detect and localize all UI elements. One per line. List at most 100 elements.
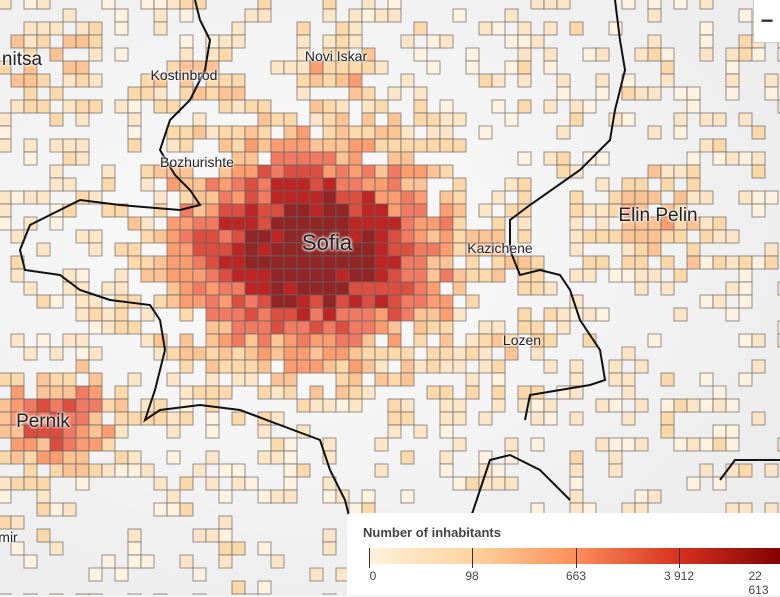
- population-cell[interactable]: [608, 398, 623, 413]
- population-cell[interactable]: [751, 255, 766, 270]
- population-cell[interactable]: [634, 437, 649, 452]
- population-cell[interactable]: [205, 190, 220, 205]
- population-cell[interactable]: [309, 294, 324, 309]
- population-cell[interactable]: [374, 8, 389, 23]
- population-cell[interactable]: [257, 320, 272, 335]
- population-cell[interactable]: [374, 190, 389, 205]
- population-cell[interactable]: [543, 398, 558, 413]
- population-cell[interactable]: [218, 229, 233, 244]
- population-cell[interactable]: [36, 294, 51, 309]
- population-cell[interactable]: [49, 385, 64, 400]
- population-cell[interactable]: [569, 99, 584, 114]
- population-cell[interactable]: [348, 294, 363, 309]
- population-cell[interactable]: [634, 242, 649, 257]
- population-cell[interactable]: [517, 177, 532, 192]
- population-cell[interactable]: [49, 47, 64, 62]
- population-cell[interactable]: [309, 73, 324, 88]
- population-cell[interactable]: [738, 333, 753, 348]
- population-cell[interactable]: [179, 125, 194, 140]
- population-cell[interactable]: [439, 203, 454, 218]
- population-cell[interactable]: [348, 372, 363, 387]
- population-cell[interactable]: [270, 346, 285, 361]
- population-cell[interactable]: [777, 99, 780, 114]
- population-cell[interactable]: [686, 398, 701, 413]
- population-cell[interactable]: [647, 268, 662, 283]
- population-cell[interactable]: [244, 359, 259, 374]
- population-cell[interactable]: [647, 489, 662, 504]
- population-cell[interactable]: [322, 489, 337, 504]
- population-cell[interactable]: [582, 307, 597, 322]
- population-cell[interactable]: [322, 151, 337, 166]
- population-cell[interactable]: [0, 450, 12, 465]
- population-cell[interactable]: [426, 164, 441, 179]
- population-cell[interactable]: [257, 8, 272, 23]
- population-cell[interactable]: [296, 268, 311, 283]
- population-cell[interactable]: [413, 138, 428, 153]
- population-cell[interactable]: [621, 229, 636, 244]
- population-cell[interactable]: [400, 281, 415, 296]
- population-cell[interactable]: [296, 125, 311, 140]
- population-cell[interactable]: [569, 21, 584, 36]
- population-cell[interactable]: [660, 398, 675, 413]
- population-cell[interactable]: [257, 0, 272, 10]
- population-cell[interactable]: [387, 112, 402, 127]
- population-cell[interactable]: [387, 203, 402, 218]
- population-cell[interactable]: [23, 0, 38, 10]
- population-cell[interactable]: [556, 151, 571, 166]
- population-cell[interactable]: [62, 463, 77, 478]
- population-cell[interactable]: [374, 281, 389, 296]
- population-cell[interactable]: [387, 268, 402, 283]
- population-cell[interactable]: [283, 346, 298, 361]
- population-cell[interactable]: [569, 216, 584, 231]
- population-cell[interactable]: [439, 346, 454, 361]
- population-cell[interactable]: [335, 216, 350, 231]
- population-cell[interactable]: [153, 203, 168, 218]
- population-cell[interactable]: [426, 138, 441, 153]
- population-cell[interactable]: [140, 333, 155, 348]
- population-cell[interactable]: [387, 190, 402, 205]
- population-cell[interactable]: [322, 99, 337, 114]
- population-cell[interactable]: [361, 255, 376, 270]
- population-cell[interactable]: [140, 398, 155, 413]
- population-cell[interactable]: [49, 372, 64, 387]
- population-cell[interactable]: [400, 34, 415, 49]
- population-cell[interactable]: [686, 476, 701, 491]
- population-cell[interactable]: [517, 34, 532, 49]
- population-cell[interactable]: [647, 0, 662, 10]
- population-cell[interactable]: [374, 229, 389, 244]
- population-cell[interactable]: [257, 268, 272, 283]
- population-cell[interactable]: [49, 21, 64, 36]
- population-cell[interactable]: [23, 99, 38, 114]
- population-cell[interactable]: [699, 190, 714, 205]
- population-cell[interactable]: [283, 138, 298, 153]
- population-cell[interactable]: [205, 268, 220, 283]
- population-cell[interactable]: [517, 47, 532, 62]
- population-cell[interactable]: [296, 294, 311, 309]
- population-cell[interactable]: [244, 333, 259, 348]
- population-cell[interactable]: [517, 216, 532, 231]
- population-cell[interactable]: [309, 216, 324, 231]
- population-cell[interactable]: [413, 294, 428, 309]
- population-cell[interactable]: [270, 450, 285, 465]
- population-cell[interactable]: [634, 190, 649, 205]
- population-cell[interactable]: [673, 437, 688, 452]
- population-cell[interactable]: [556, 307, 571, 322]
- population-cell[interactable]: [296, 86, 311, 101]
- population-cell[interactable]: [686, 164, 701, 179]
- population-cell[interactable]: [621, 177, 636, 192]
- population-cell[interactable]: [400, 177, 415, 192]
- population-cell[interactable]: [127, 112, 142, 127]
- population-cell[interactable]: [62, 138, 77, 153]
- population-cell[interactable]: [634, 255, 649, 270]
- population-cell[interactable]: [283, 359, 298, 374]
- population-cell[interactable]: [439, 411, 454, 426]
- population-cell[interactable]: [387, 307, 402, 322]
- population-cell[interactable]: [673, 112, 688, 127]
- population-cell[interactable]: [88, 320, 103, 335]
- population-cell[interactable]: [114, 294, 129, 309]
- population-cell[interactable]: [517, 151, 532, 166]
- population-cell[interactable]: [205, 424, 220, 439]
- population-cell[interactable]: [582, 99, 597, 114]
- population-cell[interactable]: [75, 424, 90, 439]
- population-cell[interactable]: [569, 463, 584, 478]
